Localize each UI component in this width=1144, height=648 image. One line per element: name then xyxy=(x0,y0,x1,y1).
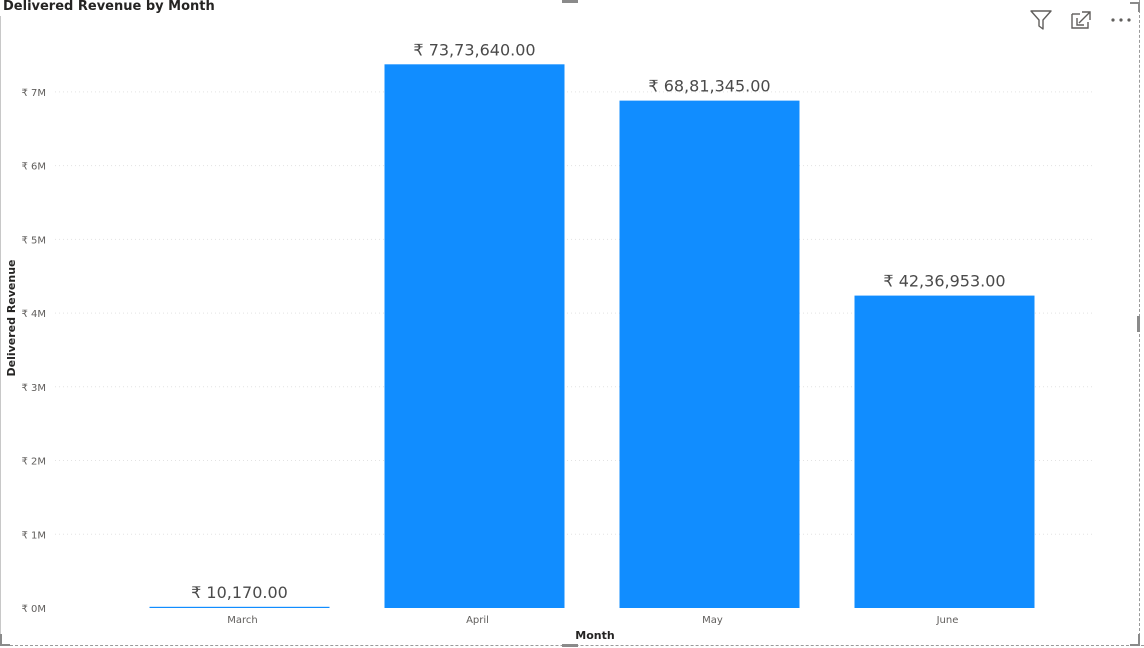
x-tick-label: May xyxy=(702,615,723,626)
resize-handle-bottom-left-h[interactable] xyxy=(0,644,10,646)
y-tick-label: ₹ 4M xyxy=(21,309,46,320)
y-axis-tick-labels: ₹ 0M ₹ 1M ₹ 2M ₹ 3M ₹ 4M ₹ 5M ₹ 6M ₹ 7M xyxy=(21,88,46,615)
y-tick-label: ₹ 2M xyxy=(21,457,46,468)
resize-handle-bottom-left[interactable] xyxy=(0,634,2,644)
x-axis-tick-labels: March April May June xyxy=(227,615,958,626)
resize-handle-bottom[interactable] xyxy=(562,644,578,647)
resize-handle-bottom-right[interactable] xyxy=(1138,634,1140,644)
data-label: ₹ 73,73,640.00 xyxy=(413,40,535,59)
x-tick-label: March xyxy=(227,615,257,626)
data-label: ₹ 10,170.00 xyxy=(191,583,288,602)
data-label: ₹ 42,36,953.00 xyxy=(883,272,1005,291)
data-labels: ₹ 10,170.00 ₹ 73,73,640.00 ₹ 68,81,345.00 ₹… xyxy=(191,40,1005,601)
y-tick-label: ₹ 1M xyxy=(21,530,46,541)
more-options-icon[interactable] xyxy=(1108,8,1134,32)
bar-june[interactable] xyxy=(854,295,1035,608)
resize-handle-right[interactable] xyxy=(1137,316,1140,332)
focus-mode-icon[interactable] xyxy=(1068,8,1094,32)
gridlines xyxy=(55,91,1095,535)
visual-title: Delivered Revenue by Month xyxy=(3,0,215,14)
visual-border-left xyxy=(0,16,1,646)
y-tick-label: ₹ 3M xyxy=(21,383,46,394)
resize-handle-top-right-v[interactable] xyxy=(1138,2,1140,12)
y-tick-label: ₹ 6M xyxy=(21,162,46,173)
data-label: ₹ 68,81,345.00 xyxy=(648,77,770,96)
x-tick-label: April xyxy=(466,615,489,626)
y-tick-label: ₹ 7M xyxy=(21,88,46,99)
bar-may[interactable] xyxy=(619,100,800,609)
bar-april[interactable] xyxy=(384,64,565,608)
y-tick-label: ₹ 0M xyxy=(21,604,46,615)
resize-handle-bottom-right-h[interactable] xyxy=(1130,644,1140,646)
resize-handle-top-right[interactable] xyxy=(1130,2,1140,4)
y-axis-title: Delivered Revenue xyxy=(5,259,18,376)
visual-header-toolbar xyxy=(1028,8,1134,32)
y-tick-label: ₹ 5M xyxy=(21,235,46,246)
filter-icon[interactable] xyxy=(1028,8,1054,32)
bars xyxy=(149,64,1035,609)
x-tick-label: June xyxy=(936,615,959,626)
x-axis-title: Month xyxy=(575,629,614,642)
bar-march[interactable] xyxy=(149,606,330,608)
resize-handle-top[interactable] xyxy=(562,0,578,3)
